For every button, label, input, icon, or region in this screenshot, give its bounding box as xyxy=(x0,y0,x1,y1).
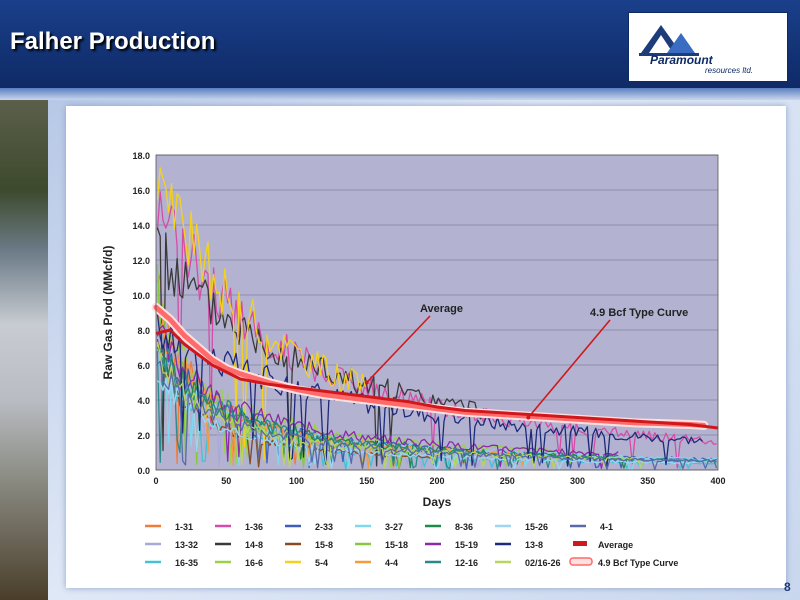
y-tick-label: 14.0 xyxy=(132,221,150,231)
y-axis-label: Raw Gas Prod (MMcf/d) xyxy=(101,245,115,379)
legend-label: 15-18 xyxy=(385,540,408,550)
legend-label: 4.9 Bcf Type Curve xyxy=(598,558,678,568)
type-curve-line xyxy=(153,304,707,428)
x-tick-label: 300 xyxy=(570,476,585,486)
company-logo xyxy=(628,12,788,82)
y-tick-label: 0.0 xyxy=(137,466,150,476)
annotation-arrow xyxy=(527,319,611,419)
legend-label: 16-6 xyxy=(245,558,263,568)
y-tick-label: 10.0 xyxy=(132,291,150,301)
legend-swatch xyxy=(573,541,587,546)
annotation-label: Average xyxy=(420,303,463,315)
legend-label: 1-31 xyxy=(175,522,193,532)
legend-swatch xyxy=(569,557,593,566)
legend-label: 4-1 xyxy=(600,522,613,532)
legend-label: 8-36 xyxy=(455,522,473,532)
x-tick-label: 100 xyxy=(289,476,304,486)
y-tick-label: 4.0 xyxy=(137,396,150,406)
y-tick-label: 16.0 xyxy=(132,186,150,196)
average-line xyxy=(155,328,719,430)
logo-subtitle: resources ltd. xyxy=(705,66,754,75)
annotation-arrowhead xyxy=(526,415,531,420)
annotation-arrowhead xyxy=(364,380,369,385)
legend-label: 16-35 xyxy=(175,558,198,568)
series-line-4-1 xyxy=(156,360,717,471)
annotation-arrow xyxy=(366,315,431,384)
y-tick-label: 12.0 xyxy=(132,256,150,266)
logo-mark-icon xyxy=(639,25,699,56)
x-tick-label: 250 xyxy=(500,476,515,486)
legend-label: 13-32 xyxy=(175,540,198,550)
x-tick-label: 150 xyxy=(359,476,374,486)
header-stripe xyxy=(0,88,800,100)
legend-label: 14-8 xyxy=(245,540,263,550)
legend-label: 2-33 xyxy=(315,522,333,532)
legend-label: 3-27 xyxy=(385,522,403,532)
x-tick-label: 50 xyxy=(221,476,231,486)
annotations: Average 4.9 Bcf Type Curve xyxy=(364,303,688,420)
legend-label: 13-8 xyxy=(525,540,543,550)
y-tick-label: 6.0 xyxy=(137,361,150,371)
x-tick-label: 0 xyxy=(153,476,158,486)
legend-label: 12-16 xyxy=(455,558,478,568)
axes: 0.0 2.0 4.0 6.0 8.0 10.0 12.0 14.0 16.0 18.0 0 50 10… xyxy=(101,151,726,509)
series-line-1-36 xyxy=(156,191,717,469)
x-tick-label: 350 xyxy=(640,476,655,486)
page-title: Falher Production xyxy=(10,28,216,55)
annotation-label: 4.9 Bcf Type Curve xyxy=(590,307,688,319)
legend-label: 5-4 xyxy=(315,558,328,568)
legend: 1-31 13-32 16-35 1-36 14-8 16-6 2-33 15-8 5-4 3-2… xyxy=(145,522,678,568)
well-series xyxy=(156,167,718,471)
average-series xyxy=(151,302,719,430)
legend-label: 15-8 xyxy=(315,540,333,550)
x-tick-label: 400 xyxy=(710,476,725,486)
page-number: 8 xyxy=(784,580,791,594)
legend-label: 02/16-26 xyxy=(525,558,561,568)
background-photo xyxy=(0,100,48,600)
plot-border xyxy=(155,154,719,471)
y-tick-label: 18.0 xyxy=(132,151,150,161)
series-line-14-8 xyxy=(156,227,493,467)
legend-label: 15-26 xyxy=(525,522,548,532)
y-tick-label: 2.0 xyxy=(137,431,150,441)
legend-label: 15-19 xyxy=(455,540,478,550)
y-tick-label: 8.0 xyxy=(137,326,150,336)
x-tick-label: 200 xyxy=(429,476,444,486)
logo-name: Paramount xyxy=(650,53,713,67)
series-line-5-4 xyxy=(156,167,366,461)
legend-label: 1-36 xyxy=(245,522,263,532)
legend-label: 4-4 xyxy=(385,558,398,568)
x-axis-label: Days xyxy=(423,495,452,509)
series-line-13-8 xyxy=(156,313,703,467)
legend-label: Average xyxy=(598,540,633,550)
